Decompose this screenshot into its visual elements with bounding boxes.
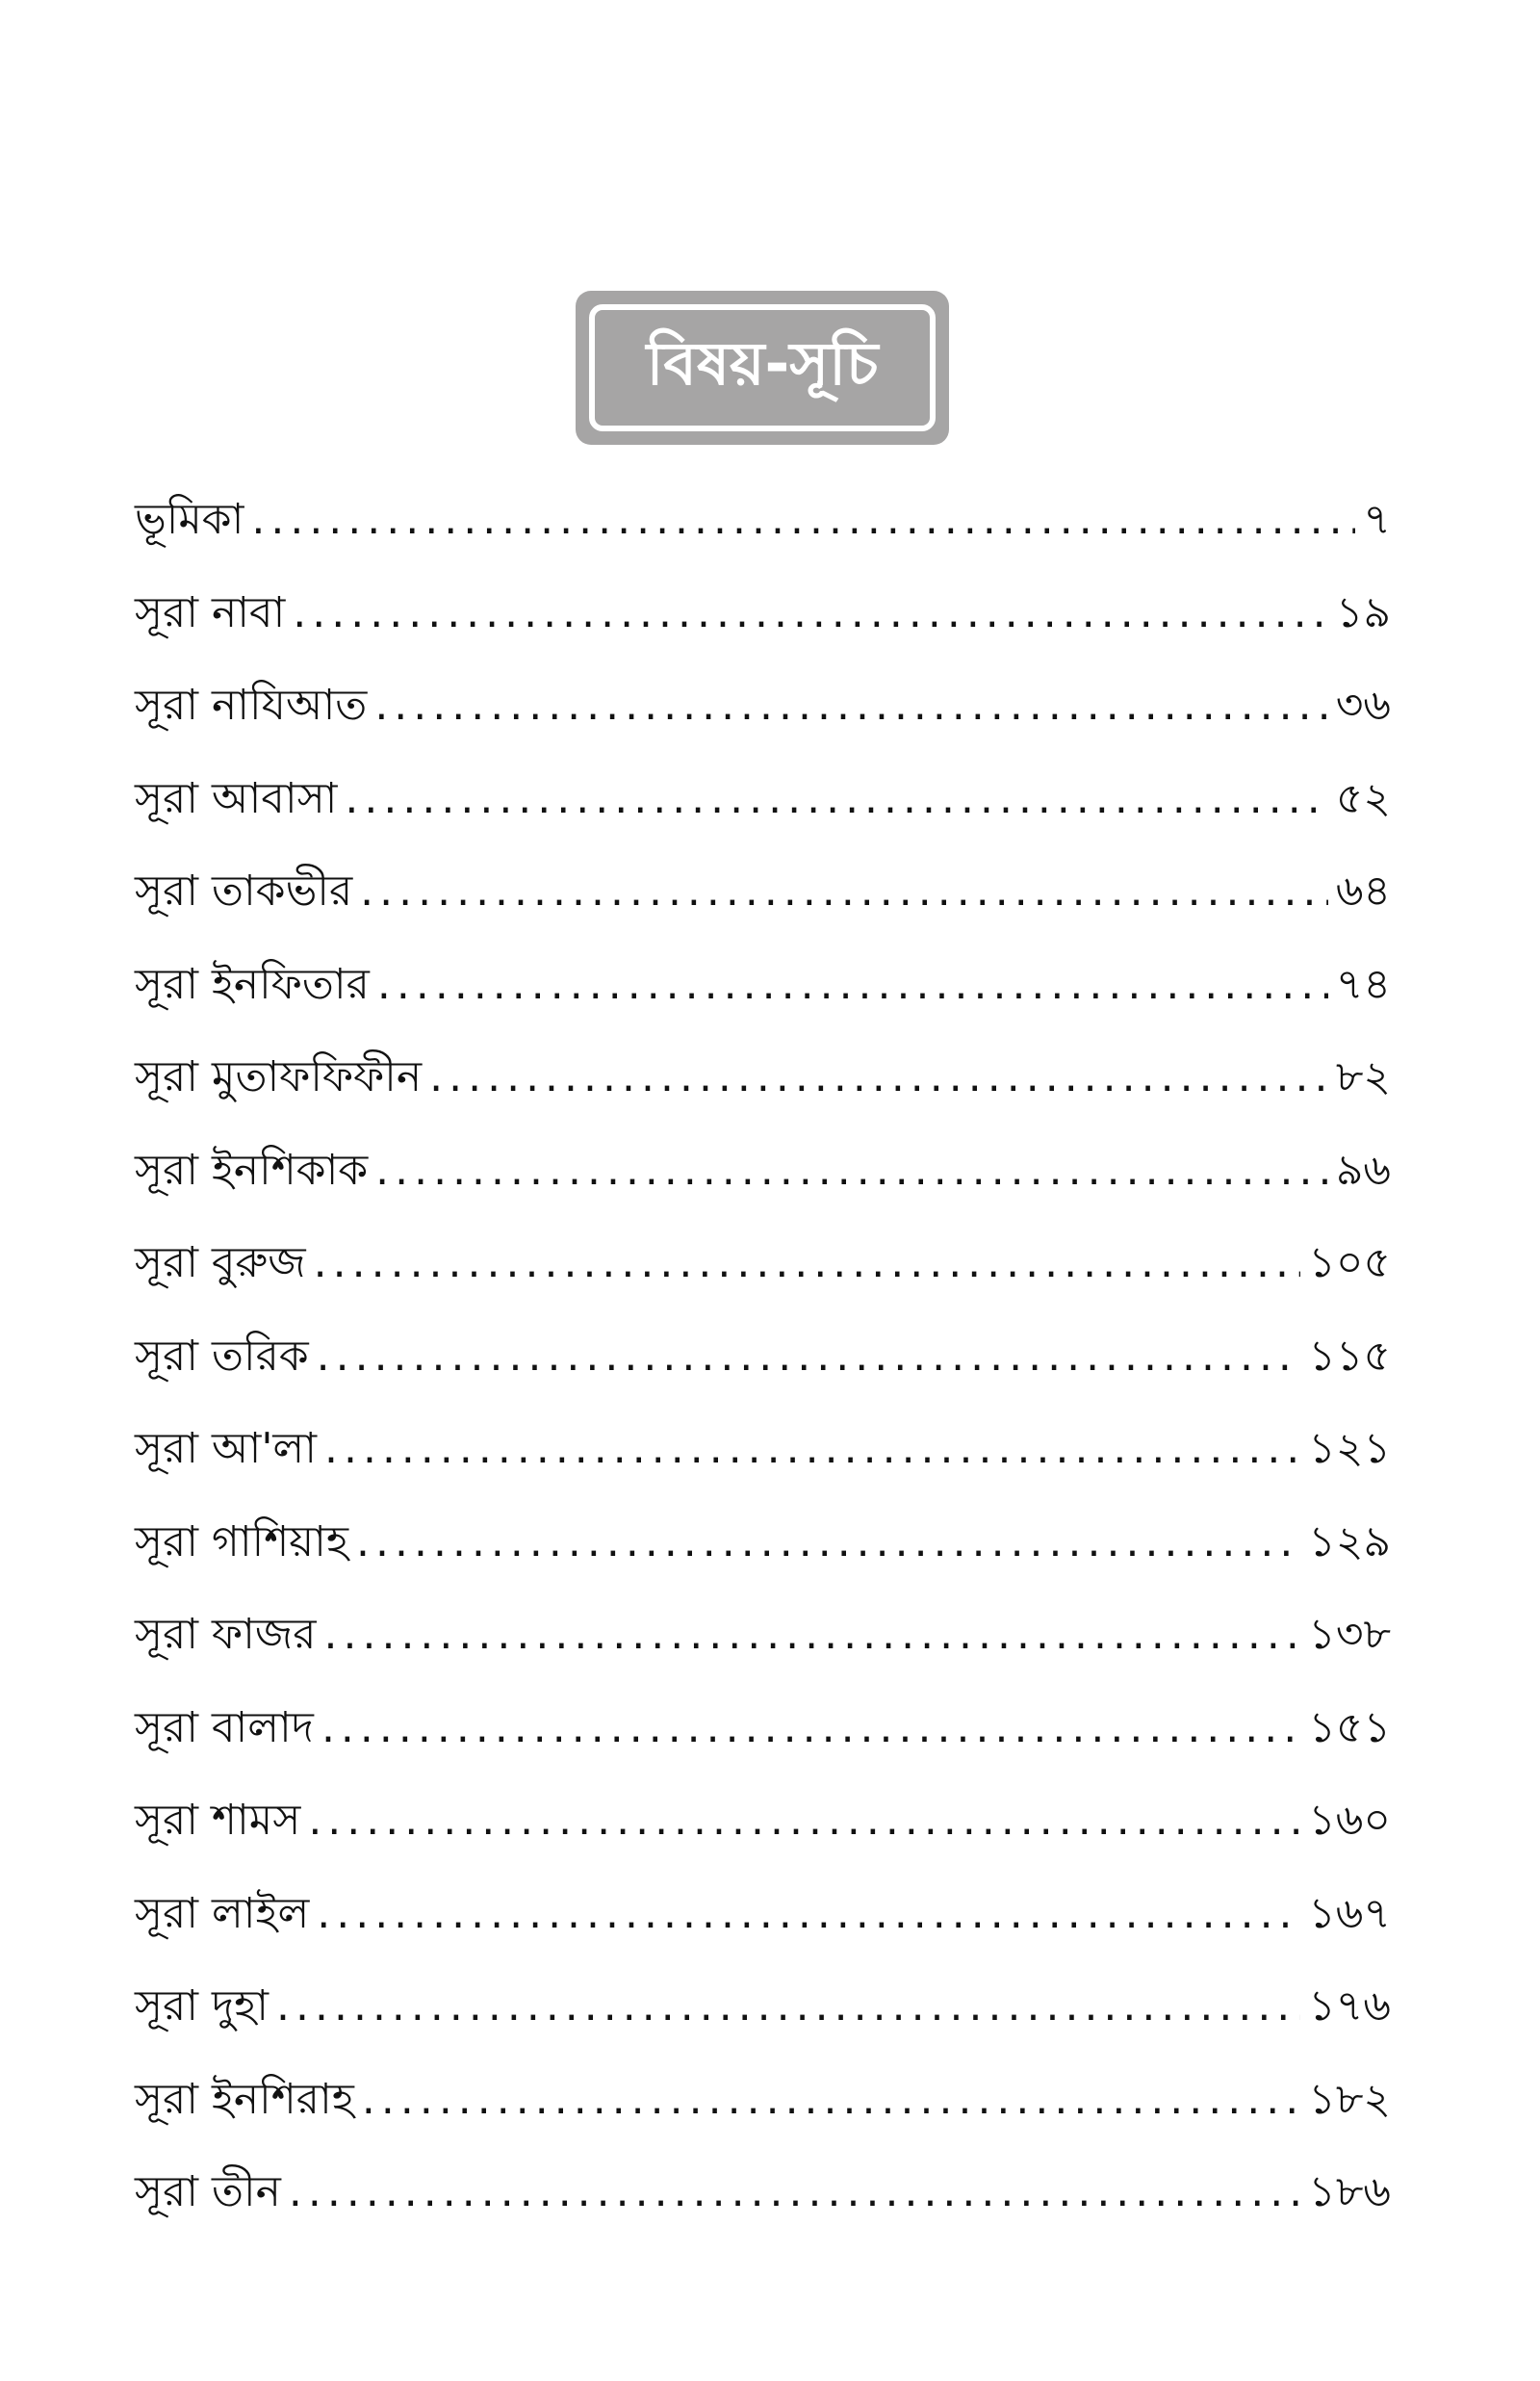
toc-entry-label: সূরা মুতাফফিফীন bbox=[135, 1052, 423, 1101]
toc-entry: সূরা ফাজর ১৩৮ bbox=[135, 1601, 1391, 1695]
toc-entry-label: সূরা নাবা bbox=[135, 587, 286, 637]
dot-leader bbox=[251, 486, 1355, 554]
toc-entry-label: সূরা বালাদ bbox=[135, 1702, 314, 1752]
dot-leader bbox=[317, 1323, 1301, 1390]
toc-entry: সূরা আবাসা ৫২ bbox=[135, 765, 1391, 859]
dot-leader bbox=[356, 1509, 1300, 1576]
dot-leader bbox=[308, 1787, 1300, 1854]
dot-leader bbox=[345, 765, 1327, 833]
toc-entry-page: ৬৪ bbox=[1335, 867, 1391, 916]
toc-entry-page: ১৩৮ bbox=[1308, 1610, 1391, 1659]
toc-entry-label: সূরা ইনশিরাহ bbox=[135, 2074, 354, 2124]
dot-leader bbox=[289, 2159, 1300, 2226]
dot-leader bbox=[360, 858, 1328, 925]
toc-entry-page: ১৯ bbox=[1335, 587, 1391, 637]
toc-title: বিষয়-সূচি bbox=[646, 327, 879, 399]
dot-leader bbox=[276, 1973, 1300, 2040]
toc-entry-label: সূরা লাইল bbox=[135, 1888, 310, 1938]
dot-leader bbox=[293, 580, 1328, 647]
dot-leader bbox=[324, 1415, 1300, 1483]
toc-entry: সূরা বালাদ ১৫১ bbox=[135, 1695, 1391, 1788]
toc-entry-page: ৭৪ bbox=[1335, 959, 1391, 1009]
toc-entry-label: সূরা তরিক bbox=[135, 1331, 309, 1381]
toc-entry: সূরা নাবা ১৯ bbox=[135, 580, 1391, 673]
toc-entry: সূরা বুরুজ ১০৫ bbox=[135, 1229, 1391, 1323]
table-of-contents: ভূমিকা ৭ সূরা নাবা ১৯ সূরা নাযিআত ৩৬ সূরা আবাস… bbox=[135, 486, 1391, 2252]
dot-leader bbox=[314, 1229, 1301, 1297]
toc-entry: সূরা গাশিয়াহ ১২৯ bbox=[135, 1509, 1391, 1602]
toc-entry-page: ১১৫ bbox=[1308, 1331, 1391, 1381]
toc-entry-label: সূরা গাশিয়াহ bbox=[135, 1516, 349, 1566]
toc-entry: সূরা নাযিআত ৩৬ bbox=[135, 672, 1391, 765]
toc-entry-label: সূরা নাযিআত bbox=[135, 681, 368, 730]
toc-entry-label: সূরা ইনফিতার bbox=[135, 959, 370, 1009]
toc-title-box: বিষয়-সূচি bbox=[576, 291, 949, 445]
toc-entry-label: সূরা তাকভীর bbox=[135, 867, 353, 916]
toc-entry-page: ১০৫ bbox=[1308, 1238, 1391, 1287]
toc-entry-label: সূরা আবাসা bbox=[135, 773, 338, 823]
toc-entry: সূরা তরিক ১১৫ bbox=[135, 1323, 1391, 1416]
toc-entry-label: সূরা আ'লা bbox=[135, 1424, 317, 1473]
dot-leader bbox=[321, 1695, 1300, 1762]
toc-entry-label: সূরা বুরুজ bbox=[135, 1238, 306, 1287]
toc-entry-page: ১৮২ bbox=[1308, 2074, 1391, 2124]
toc-entry: সূরা তীন ১৮৬ bbox=[135, 2159, 1391, 2252]
toc-entry-page: ৫২ bbox=[1335, 773, 1391, 823]
dot-leader bbox=[429, 1044, 1328, 1111]
toc-entry: সূরা দুহা ১৭৬ bbox=[135, 1973, 1391, 2066]
toc-entry: সূরা আ'লা ১২১ bbox=[135, 1415, 1391, 1509]
toc-entry: সূরা ইনশিরাহ ১৮২ bbox=[135, 2066, 1391, 2160]
toc-entry-page: ৭ bbox=[1363, 495, 1391, 544]
toc-entry: সূরা ইনফিতার ৭৪ bbox=[135, 951, 1391, 1045]
toc-entry-page: ১৫১ bbox=[1308, 1702, 1391, 1752]
toc-entry: সূরা লাইল ১৬৭ bbox=[135, 1880, 1391, 1974]
toc-entry: সূরা তাকভীর ৬৪ bbox=[135, 858, 1391, 951]
toc-entry-label: সূরা ফাজর bbox=[135, 1610, 317, 1659]
toc-entry-page: ১২৯ bbox=[1308, 1516, 1391, 1566]
toc-entry-label: সূরা দুহা bbox=[135, 1981, 270, 2031]
toc-entry-page: ১২১ bbox=[1308, 1424, 1391, 1473]
dot-leader bbox=[374, 672, 1327, 739]
toc-entry-label: ভূমিকা bbox=[135, 495, 244, 544]
toc-entry-page: ৯৬ bbox=[1335, 1145, 1391, 1195]
toc-entry-page: ৮২ bbox=[1335, 1052, 1391, 1101]
toc-entry-label: সূরা তীন bbox=[135, 2167, 281, 2216]
toc-entry: সূরা মুতাফফিফীন ৮২ bbox=[135, 1044, 1391, 1137]
toc-entry-page: ১৭৬ bbox=[1308, 1981, 1391, 2031]
toc-entry: সূরা ইনশিকাক ৯৬ bbox=[135, 1137, 1391, 1230]
dot-leader bbox=[317, 1880, 1300, 1948]
dot-leader bbox=[362, 2066, 1300, 2134]
toc-entry-page: ১৬০ bbox=[1308, 1796, 1391, 1845]
toc-entry-page: ৩৬ bbox=[1335, 681, 1391, 730]
dot-leader bbox=[324, 1601, 1301, 1669]
dot-leader bbox=[377, 951, 1328, 1019]
dot-leader bbox=[375, 1137, 1328, 1204]
toc-entry-page: ১৮৬ bbox=[1308, 2167, 1391, 2216]
toc-entry-label: সূরা ইনশিকাক bbox=[135, 1145, 369, 1195]
toc-title-frame: বিষয়-সূচি bbox=[589, 304, 936, 431]
toc-entry: ভূমিকা ৭ bbox=[135, 486, 1391, 580]
toc-entry: সূরা শামস ১৬০ bbox=[135, 1787, 1391, 1880]
toc-entry-label: সূরা শামস bbox=[135, 1796, 301, 1845]
toc-entry-page: ১৬৭ bbox=[1308, 1888, 1391, 1938]
